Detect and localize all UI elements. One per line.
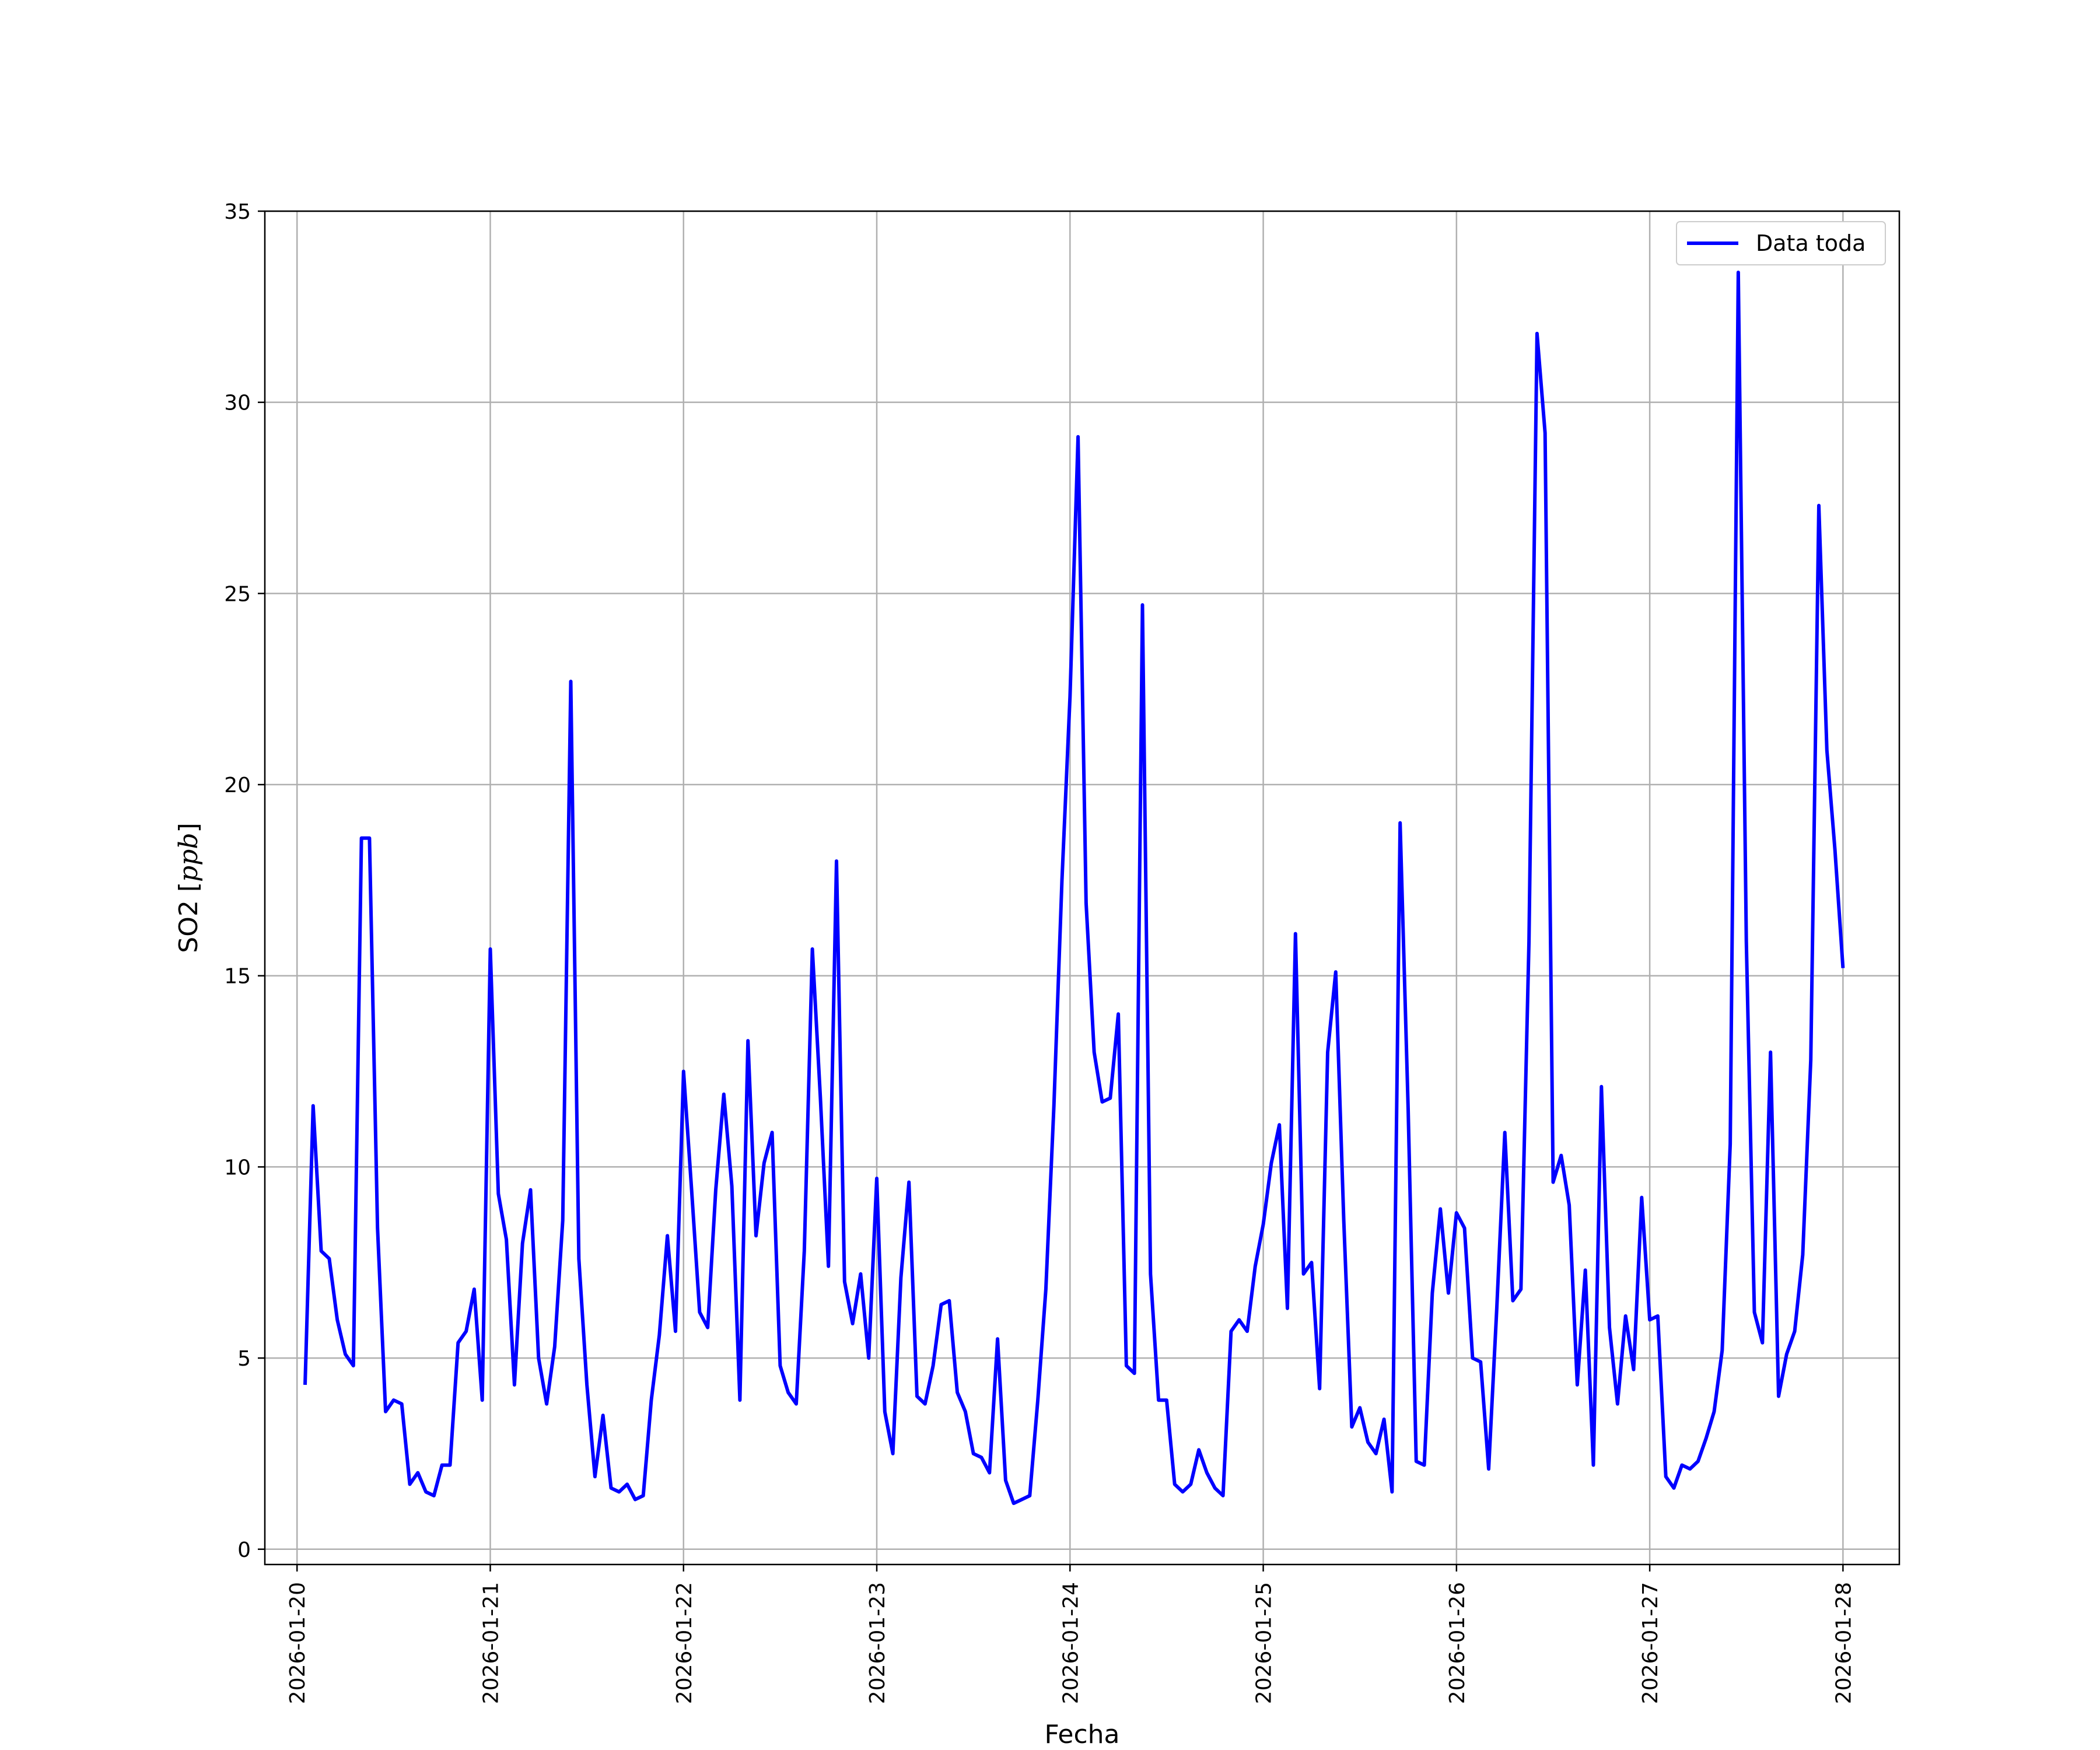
y-axis: 0 5 10 15 20 25 30 35 — [224, 200, 265, 1562]
y-tick-label: 35 — [224, 200, 251, 224]
series-layer — [303, 270, 1845, 1506]
series-line — [303, 270, 1845, 1506]
y-axis-label: SO2 [ppb] — [174, 822, 204, 953]
legend-box — [1676, 221, 1886, 265]
legend: Data toda — [1676, 221, 1886, 265]
y-tick-label: 15 — [224, 965, 251, 989]
x-tick-label: 2026-01-21 — [479, 1582, 503, 1704]
y-tick-label: 20 — [224, 774, 251, 797]
y-tick-label: 0 — [237, 1538, 251, 1562]
y-tick-label: 5 — [237, 1347, 251, 1371]
x-tick-label: 2026-01-26 — [1446, 1582, 1469, 1704]
x-tick-label: 2026-01-27 — [1639, 1582, 1662, 1704]
y-tick-label: 30 — [224, 391, 251, 415]
x-tick-label: 2026-01-22 — [673, 1582, 696, 1704]
x-tick-label: 2026-01-24 — [1059, 1582, 1083, 1704]
y-tick-label: 25 — [224, 582, 251, 606]
x-tick-label: 2026-01-23 — [866, 1582, 890, 1704]
x-axis-label: Fecha — [1044, 1720, 1119, 1749]
x-tick-label: 2026-01-28 — [1832, 1582, 1856, 1704]
y-tick-label: 10 — [224, 1156, 251, 1180]
x-tick-label: 2026-01-25 — [1252, 1582, 1276, 1704]
x-tick-label: 2026-01-20 — [286, 1582, 310, 1704]
plot-frame — [264, 210, 1901, 1566]
x-axis: 2026-01-20 2026-01-21 2026-01-22 2026-01-23… — [286, 1564, 1856, 1704]
legend-label: Data toda — [1756, 230, 1866, 256]
grid-lines — [265, 210, 1899, 1564]
